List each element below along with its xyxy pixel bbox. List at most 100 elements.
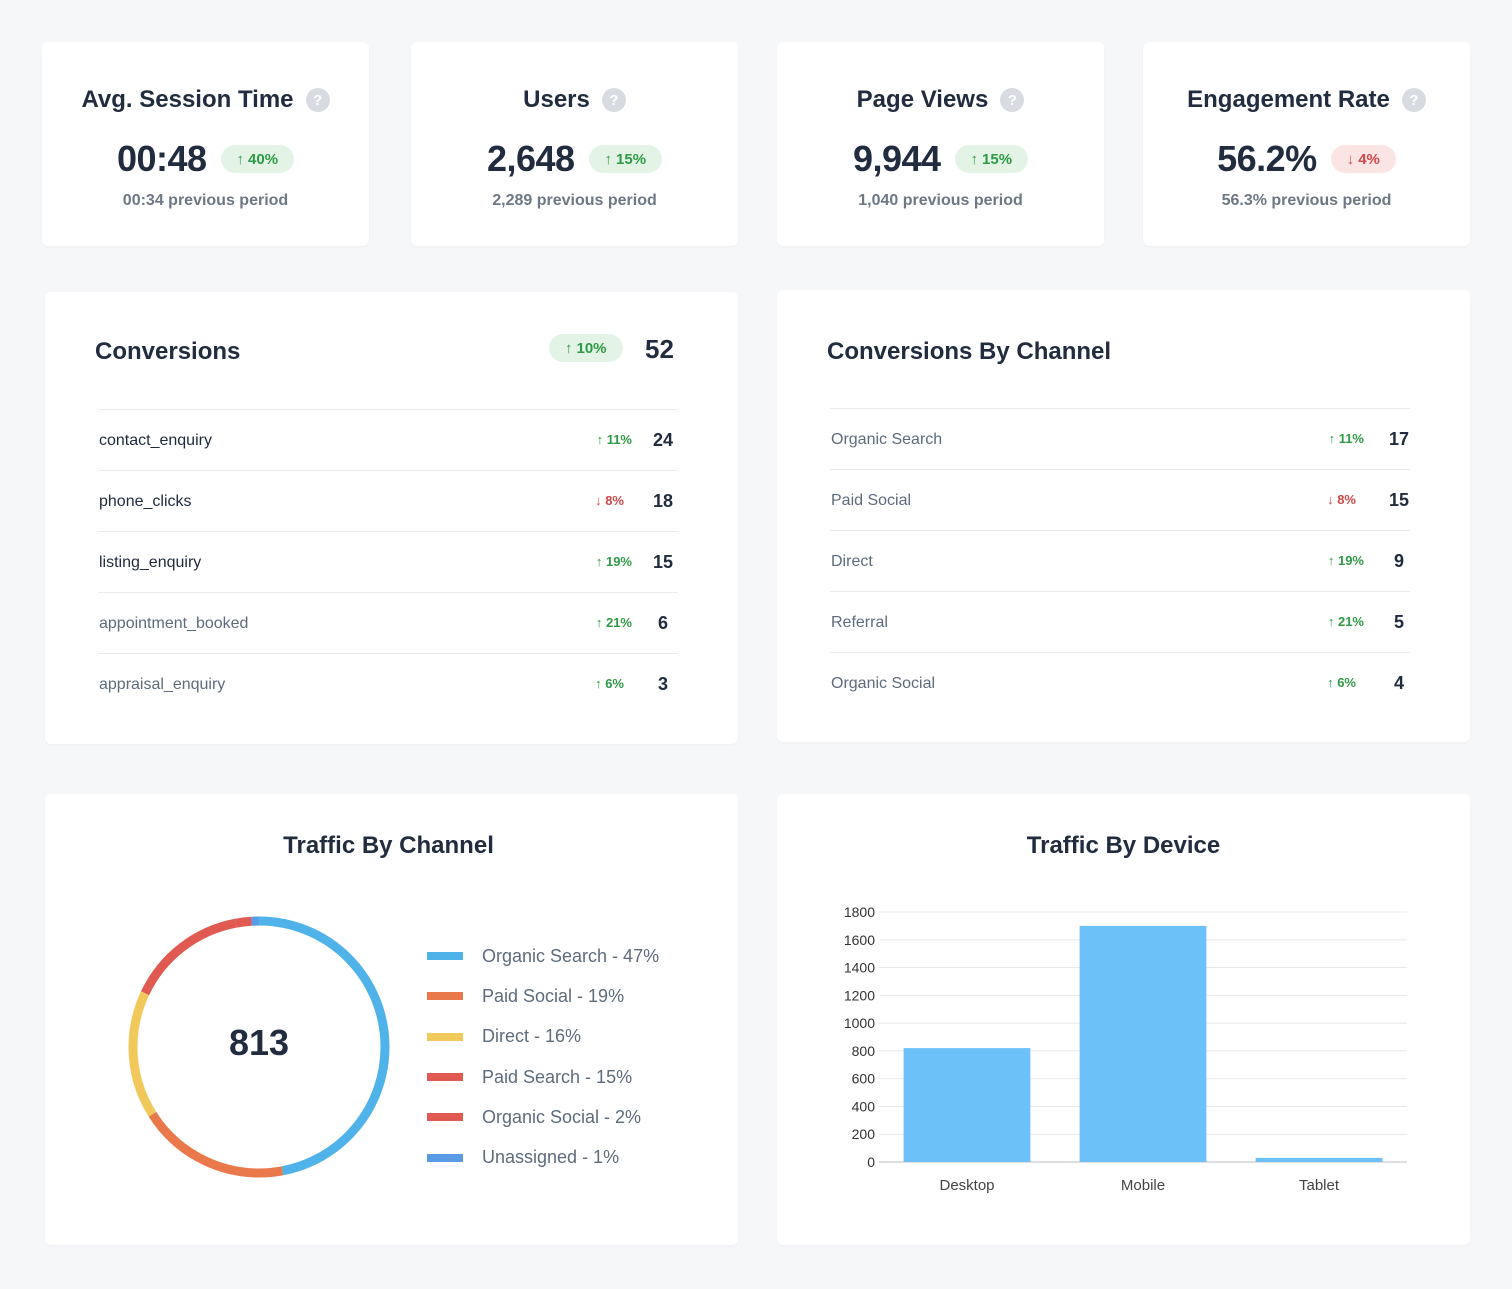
- kpi-value: 00:48: [116, 138, 207, 179]
- kpi-card-avg-session-time: Avg. Session Time ? 00:48 ↑ 40% 00:34 pr…: [42, 42, 369, 246]
- list-item[interactable]: Organic Social ↑ 6% 4: [830, 652, 1410, 713]
- y-tick-label: 1400: [844, 960, 875, 976]
- y-tick-label: 1200: [844, 987, 875, 1003]
- change-value: 8%: [1337, 492, 1356, 507]
- legend-swatch: [427, 1032, 463, 1041]
- channel-label: Referral: [831, 614, 888, 631]
- change-indicator: ↑ 11%: [1329, 431, 1364, 446]
- list-item[interactable]: appraisal_enquiry ↑ 6% 3: [98, 653, 678, 714]
- y-tick-label: 400: [852, 1098, 876, 1114]
- change-indicator: ↑ 19%: [1328, 553, 1364, 568]
- event-count: 18: [652, 491, 674, 511]
- legend-swatch: [427, 1073, 463, 1082]
- kpi-card-engagement-rate: Engagement Rate ? 56.2% ↓ 4% 56.3% previ…: [1143, 42, 1470, 246]
- arrow-up-icon: ↑: [236, 150, 245, 168]
- y-tick-label: 800: [852, 1043, 876, 1059]
- legend-swatch: [427, 992, 463, 1001]
- bar-desktop[interactable]: [903, 1048, 1031, 1162]
- kpi-title: Engagement Rate: [1187, 86, 1390, 113]
- kpi-title: Avg. Session Time: [81, 86, 294, 113]
- bar-chart: 0 200 400 600 800 1000 1200 1400 1600 1800 Desktop…: [844, 904, 1407, 1194]
- help-icon[interactable]: ?: [305, 88, 330, 112]
- conversions-total: 52: [645, 334, 674, 364]
- donut-slice-unassigned[interactable]: [128, 916, 390, 1178]
- arrow-up-icon: ↑: [1327, 553, 1335, 568]
- help-icon[interactable]: ?: [1401, 88, 1426, 112]
- help-icon[interactable]: ?: [601, 88, 626, 112]
- change-badge: ↓ 4%: [1330, 145, 1396, 173]
- legend-label: Paid Social - 19%: [482, 985, 625, 1006]
- y-tick-label: 1600: [844, 932, 875, 948]
- channel-count: 4: [1393, 673, 1404, 693]
- arrow-up-icon: ↑: [565, 339, 573, 357]
- legend-item[interactable]: Paid Search - 15%: [427, 1057, 659, 1097]
- legend-item[interactable]: Direct - 16%: [427, 1017, 659, 1057]
- y-tick-label: 1800: [844, 904, 875, 920]
- channel-list: Organic Search ↑ 11% 17 Paid Social ↓ 8%…: [830, 408, 1410, 713]
- change-value: 8%: [605, 493, 624, 508]
- channel-label: Paid Social: [831, 492, 912, 509]
- kpi-title: Users: [523, 86, 590, 113]
- help-icon[interactable]: ?: [1000, 88, 1025, 112]
- previous-period: 2,289 previous period: [492, 192, 657, 209]
- event-count: 15: [652, 552, 674, 572]
- legend-swatch: [427, 1153, 463, 1162]
- change-value: 4%: [1358, 150, 1380, 168]
- event-label: contact_enquiry: [99, 432, 212, 449]
- legend-label: Unassigned - 1%: [482, 1147, 620, 1168]
- list-item[interactable]: Paid Social ↓ 8% 15: [830, 469, 1410, 530]
- list-item[interactable]: listing_enquiry ↑ 19% 15: [98, 531, 678, 592]
- change-badge: ↑ 40%: [220, 145, 295, 173]
- legend-item[interactable]: Organic Search - 47%: [427, 936, 659, 976]
- donut-chart: [128, 916, 390, 1178]
- donut-legend: Organic Search - 47% Paid Social - 19% Dir…: [427, 936, 659, 1178]
- donut-total: 813: [228, 1022, 290, 1063]
- donut-slice-paid-social[interactable]: [128, 916, 390, 1178]
- change-value: 19%: [1337, 553, 1364, 568]
- y-tick-label: 200: [852, 1126, 876, 1142]
- change-value: 19%: [605, 554, 632, 569]
- channel-count: 15: [1388, 490, 1410, 510]
- channel-label: Organic Search: [831, 431, 943, 448]
- arrow-up-icon: ↑: [595, 554, 603, 569]
- list-item[interactable]: Referral ↑ 21% 5: [830, 591, 1410, 652]
- list-item[interactable]: appointment_booked ↑ 21% 6: [98, 592, 678, 653]
- change-badge: ↑ 15%: [954, 145, 1029, 173]
- change-value: 6%: [1337, 675, 1356, 690]
- change-indicator: ↑ 6%: [595, 676, 624, 691]
- change-indicator: ↑ 11%: [597, 432, 632, 447]
- change-indicator: ↓ 8%: [1327, 492, 1356, 507]
- arrow-up-icon: ↑: [1328, 431, 1336, 446]
- arrow-up-icon: ↑: [604, 150, 613, 168]
- bar-tablet[interactable]: [1255, 1157, 1383, 1162]
- list-item[interactable]: contact_enquiry ↑ 11% 24: [98, 409, 678, 470]
- arrow-down-icon: ↓: [1327, 492, 1334, 507]
- list-item[interactable]: Organic Search ↑ 11% 17: [830, 408, 1410, 469]
- legend-label: Paid Search - 15%: [482, 1066, 633, 1087]
- legend-item[interactable]: Unassigned - 1%: [427, 1137, 659, 1177]
- list-item[interactable]: Direct ↑ 19% 9: [830, 530, 1410, 591]
- kpi-card-users: Users ? 2,648 ↑ 15% 2,289 previous perio…: [411, 42, 738, 246]
- bar-mobile[interactable]: [1079, 925, 1207, 1162]
- donut-slice-direct[interactable]: [128, 916, 390, 1178]
- kpi-value: 56.2%: [1217, 138, 1317, 179]
- conversions-by-channel-card: Conversions By Channel Organic Search ↑ …: [777, 290, 1470, 742]
- channel-count: 17: [1388, 429, 1410, 449]
- change-value: 15%: [616, 150, 647, 168]
- legend-item[interactable]: Paid Social - 19%: [427, 976, 659, 1016]
- kpi-title: Page Views: [856, 86, 989, 113]
- kpi-card-page-views: Page Views ? 9,944 ↑ 15% 1,040 previous …: [777, 42, 1104, 246]
- y-tick-label: 600: [852, 1071, 876, 1087]
- x-tick-label: Mobile: [1121, 1177, 1165, 1194]
- change-value: 6%: [605, 676, 624, 691]
- kpi-value: 2,648: [486, 138, 575, 179]
- change-value: 15%: [982, 150, 1013, 168]
- legend-item[interactable]: Organic Social - 2%: [427, 1097, 659, 1137]
- event-label: listing_enquiry: [99, 554, 202, 571]
- change-indicator: ↑ 21%: [596, 615, 632, 630]
- arrow-down-icon: ↓: [595, 493, 602, 508]
- list-item[interactable]: phone_clicks ↓ 8% 18: [98, 470, 678, 531]
- previous-period: 1,040 previous period: [858, 192, 1023, 209]
- change-indicator: ↑ 21%: [1328, 614, 1364, 629]
- arrow-up-icon: ↑: [596, 432, 604, 447]
